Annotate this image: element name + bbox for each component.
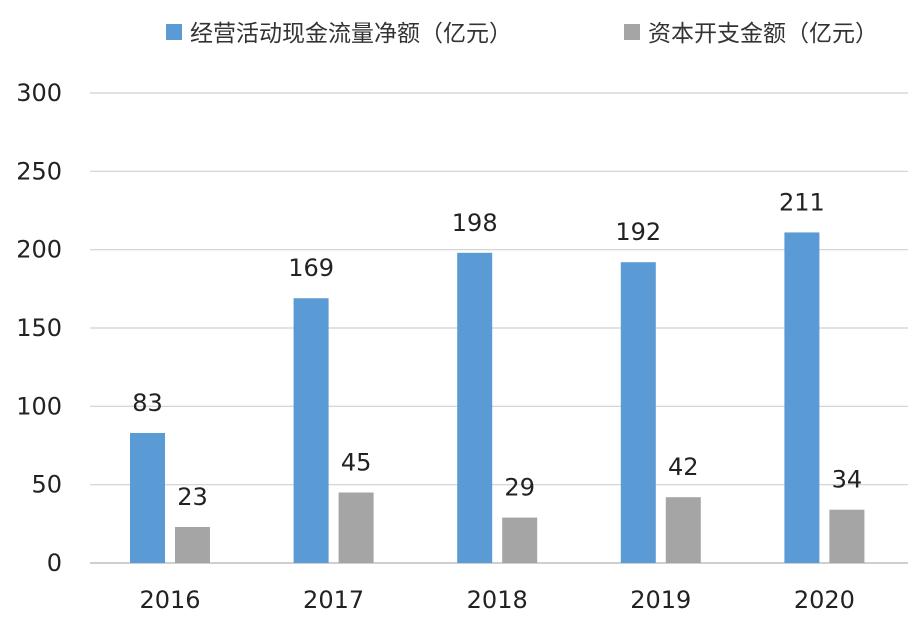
bar-operating-cash-flow-2017	[293, 298, 329, 563]
data-label-capex-2019: 42	[668, 453, 699, 481]
chart-data-labels: 83 23 169 45 198 29 192 42 211 34	[132, 188, 862, 511]
y-tick-label-150: 150	[16, 314, 62, 342]
y-tick-label-300: 300	[16, 79, 62, 107]
data-label-operating-cash-flow-2020: 211	[779, 188, 825, 216]
bar-capex-2019	[665, 497, 701, 563]
legend-label-operating-cash-flow: 经营活动现金流量净额（亿元）	[190, 21, 512, 47]
data-label-capex-2020: 34	[832, 466, 863, 494]
x-tick-label-2019: 2019	[630, 586, 691, 614]
bar-operating-cash-flow-2016	[130, 432, 165, 563]
data-label-operating-cash-flow-2016: 83	[132, 389, 163, 417]
bar-capex-2020	[829, 509, 865, 563]
x-tick-label-2020: 2020	[794, 586, 855, 614]
y-tick-label-0: 0	[47, 549, 62, 577]
chart-legend: 经营活动现金流量净额（亿元） 资本开支金额（亿元）	[166, 21, 878, 47]
chart-gridlines	[90, 92, 908, 564]
bar-operating-cash-flow-2019	[620, 262, 656, 563]
data-label-operating-cash-flow-2018: 198	[452, 209, 498, 237]
data-label-capex-2017: 45	[341, 449, 372, 477]
bar-operating-cash-flow-2018	[457, 252, 493, 564]
legend-swatch-operating-cash-flow	[166, 24, 182, 40]
y-tick-label-100: 100	[16, 392, 62, 420]
bar-operating-cash-flow-2020	[784, 232, 820, 563]
legend-label-capex: 资本开支金额（亿元）	[648, 21, 878, 47]
chart-bars	[130, 232, 865, 564]
bar-capex-2016	[175, 526, 210, 563]
y-axis: 0 50 100 150 200 250 300	[16, 79, 62, 577]
bar-capex-2017	[338, 492, 374, 563]
y-tick-label-200: 200	[16, 236, 62, 264]
x-tick-label-2018: 2018	[467, 586, 528, 614]
y-tick-label-50: 50	[31, 471, 62, 499]
y-tick-label-250: 250	[16, 157, 62, 185]
x-axis: 2016 2017 2018 2019 2020	[139, 586, 854, 614]
data-label-operating-cash-flow-2017: 169	[288, 254, 334, 282]
data-label-operating-cash-flow-2019: 192	[615, 218, 661, 246]
legend-swatch-capex	[624, 24, 640, 40]
x-tick-label-2016: 2016	[139, 586, 200, 614]
data-label-capex-2016: 23	[177, 483, 208, 511]
data-label-capex-2018: 29	[504, 474, 535, 502]
x-tick-label-2017: 2017	[303, 586, 364, 614]
bar-capex-2018	[502, 517, 538, 563]
